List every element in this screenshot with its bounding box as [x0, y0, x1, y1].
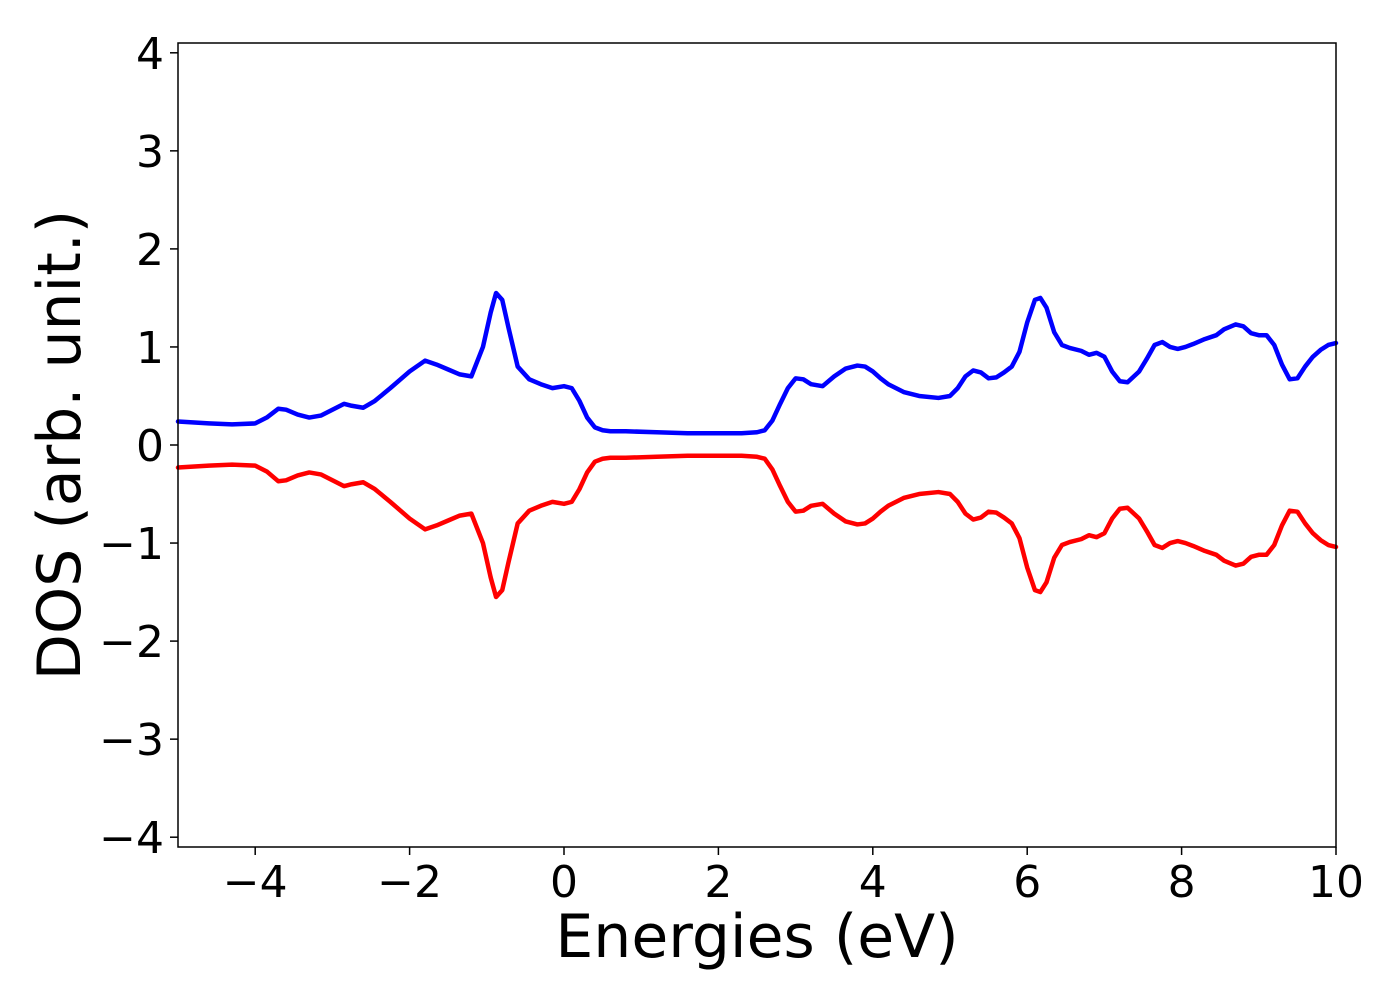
y-tick-label: −2: [99, 617, 164, 668]
y-tick-label: −3: [99, 715, 164, 766]
y-tick-label: −4: [99, 813, 164, 864]
x-tick-label: −4: [223, 857, 288, 908]
x-tick-label: 4: [859, 857, 887, 908]
x-axis-label: Energies (eV): [555, 902, 958, 972]
y-axis-ticks: −4 −3 −2 −1 0 1 2 3 4: [99, 29, 178, 864]
y-tick-label: 3: [136, 127, 164, 178]
y-tick-label: −1: [99, 519, 164, 570]
series-line-1: [175, 290, 1339, 436]
y-axis-label: DOS (arb. unit.): [25, 210, 95, 680]
y-tick-label: 0: [136, 421, 164, 472]
x-tick-label: −2: [377, 857, 442, 908]
plot-frame: [177, 42, 1337, 848]
x-tick-label: 6: [1013, 857, 1041, 908]
series-line-2: [175, 453, 1339, 600]
x-tick-label: 10: [1308, 857, 1364, 908]
y-tick-label: 4: [136, 29, 164, 80]
y-tick-label: 2: [136, 225, 164, 276]
x-axis-ticks: −4 −2 0 2 4 6 8 10: [223, 847, 1364, 908]
y-tick-label: 1: [136, 323, 164, 374]
x-tick-label: 0: [550, 857, 578, 908]
x-tick-label: 8: [1168, 857, 1196, 908]
x-tick-label: 2: [704, 857, 732, 908]
series-layer: [175, 290, 1339, 600]
